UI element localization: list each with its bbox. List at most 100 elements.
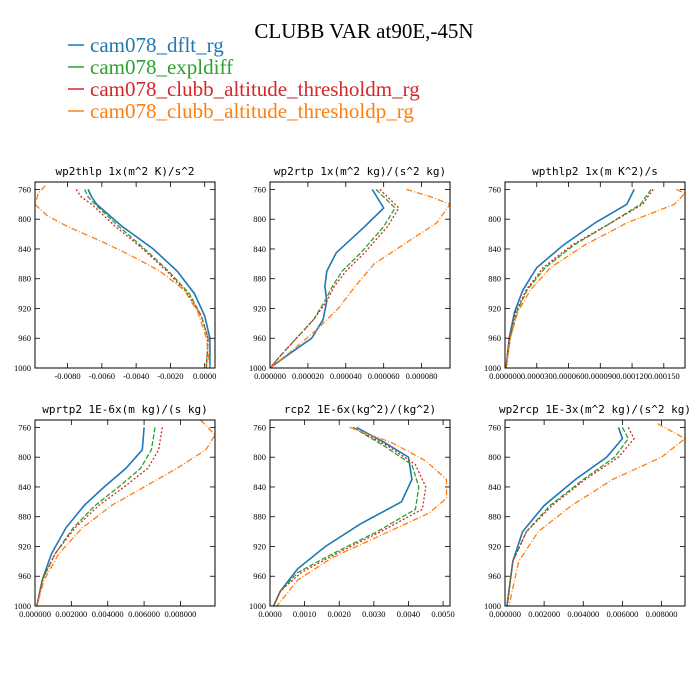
series-line-2 <box>272 426 420 606</box>
y-tick-label: 1000 <box>14 601 31 611</box>
x-tick-label: 0.008000 <box>165 609 197 619</box>
x-tick-label: 0.0050 <box>431 609 454 619</box>
y-tick-label: 960 <box>488 333 501 343</box>
x-tick-label: 0.000060 <box>368 371 400 381</box>
y-tick-label: 1000 <box>484 363 501 373</box>
legend: cam078_dflt_rgcam078_expldiffcam078_club… <box>68 33 420 123</box>
y-tick-label: 800 <box>488 214 501 224</box>
x-tick-label: 0.0000 <box>193 371 216 381</box>
y-tick-label: 760 <box>253 422 266 432</box>
series-line-3 <box>505 189 654 368</box>
series-line-4 <box>276 426 448 606</box>
y-tick-label: 880 <box>253 512 266 522</box>
x-tick-label: 0.000120 <box>616 371 648 381</box>
y-tick-label: 840 <box>488 482 501 492</box>
y-tick-label: 1000 <box>249 363 266 373</box>
x-tick-label: 0.006000 <box>606 609 638 619</box>
x-tick-label: 0.000150 <box>648 371 680 381</box>
y-tick-label: 920 <box>253 541 266 551</box>
figure-title: CLUBB VAR at90E,-45N <box>254 19 473 43</box>
y-tick-label: 840 <box>253 244 266 254</box>
y-tick-label: 760 <box>18 184 31 194</box>
x-tick-label: 0.0020 <box>328 609 351 619</box>
x-tick-label: 0.000000 <box>489 371 521 381</box>
x-tick-label: 0.002000 <box>528 609 560 619</box>
series-line-1 <box>36 427 145 606</box>
series-line-4 <box>508 423 685 606</box>
plot-frame <box>269 419 451 607</box>
x-tick-label: 0.004000 <box>92 609 124 619</box>
y-tick-label: 960 <box>488 571 501 581</box>
y-tick-label: 800 <box>253 452 266 462</box>
panel-title: wpthlp2 1x(m K^2)/s <box>532 165 658 178</box>
series-line-3 <box>75 189 209 368</box>
plot-frame <box>34 419 216 607</box>
legend-label-3: cam078_clubb_altitude_thresholdm_rg <box>90 77 420 101</box>
series-line-2 <box>36 427 156 606</box>
panel-6: wp2rcp 1E-3x(m^2 kg)/(s^2 kg) 760 800 840 88… <box>484 403 691 619</box>
y-tick-label: 800 <box>18 452 31 462</box>
y-tick-label: 880 <box>488 512 501 522</box>
x-tick-label: -0.0080 <box>54 371 80 381</box>
x-tick-label: -0.0020 <box>157 371 183 381</box>
plot-frame <box>504 181 686 369</box>
series-line-2 <box>84 189 209 368</box>
y-tick-label: 760 <box>253 184 266 194</box>
plot-frame <box>34 181 216 369</box>
y-tick-label: 840 <box>253 482 266 492</box>
y-tick-label: 960 <box>253 333 266 343</box>
legend-label-1: cam078_dflt_rg <box>90 33 224 57</box>
panel-title: wp2rtp 1x(m^2 kg)/(s^2 kg) <box>274 165 446 178</box>
series-line-1 <box>270 188 385 368</box>
y-tick-label: 800 <box>488 452 501 462</box>
series-line-1 <box>87 189 211 368</box>
x-tick-label: 0.000080 <box>406 371 438 381</box>
panel-title: wp2thlp 1x(m^2 K)/s^2 <box>55 165 194 178</box>
series-line-1 <box>505 189 635 368</box>
x-tick-label: 0.0040 <box>397 609 420 619</box>
x-tick-label: 0.000090 <box>584 371 616 381</box>
series-line-3 <box>270 188 400 368</box>
y-tick-label: 920 <box>253 303 266 313</box>
y-tick-label: 880 <box>253 274 266 284</box>
series-line-1 <box>506 427 624 606</box>
y-tick-label: 760 <box>488 422 501 432</box>
y-tick-label: 920 <box>18 541 31 551</box>
x-tick-label: -0.0040 <box>123 371 149 381</box>
x-tick-label: -0.0060 <box>89 371 115 381</box>
series-line-4 <box>36 420 215 606</box>
panel-title: rcp2 1E-6x(kg^2)/(kg^2) <box>284 403 436 416</box>
x-tick-label: 0.000040 <box>330 371 362 381</box>
x-tick-label: 0.0010 <box>293 609 316 619</box>
series-line-4 <box>35 185 211 368</box>
series-line-1 <box>272 426 413 606</box>
series-line-4 <box>270 188 450 368</box>
series-line-4 <box>505 188 685 368</box>
panel-4: wprtp2 1E-6x(m kg)/(s kg) 760 800 840 880 920… <box>14 403 216 619</box>
x-tick-label: 0.000000 <box>254 371 286 381</box>
panel-3: wpthlp2 1x(m K^2)/s 760 800 840 880 920 960 100… <box>484 165 686 381</box>
y-tick-label: 840 <box>488 244 501 254</box>
y-tick-label: 880 <box>18 274 31 284</box>
x-tick-label: 0.002000 <box>55 609 87 619</box>
series-line-2 <box>505 189 652 368</box>
x-tick-label: 0.000030 <box>521 371 553 381</box>
x-tick-label: 0.000000 <box>489 609 521 619</box>
y-tick-label: 760 <box>488 184 501 194</box>
panel-title: wprtp2 1E-6x(m kg)/(s kg) <box>42 403 208 416</box>
y-tick-label: 880 <box>488 274 501 284</box>
panel-5: rcp2 1E-6x(kg^2)/(kg^2) 760 800 840 880 920 96… <box>249 403 455 619</box>
panel-title: wp2rcp 1E-3x(m^2 kg)/(s^2 kg) <box>499 403 691 416</box>
x-tick-label: 0.006000 <box>128 609 160 619</box>
y-tick-label: 880 <box>18 512 31 522</box>
y-tick-label: 840 <box>18 244 31 254</box>
y-tick-label: 920 <box>488 303 501 313</box>
plot-frame <box>269 181 451 369</box>
y-tick-label: 960 <box>18 571 31 581</box>
plot-frame <box>504 419 686 607</box>
y-tick-label: 920 <box>488 541 501 551</box>
series-line-2 <box>506 427 630 606</box>
y-tick-label: 920 <box>18 303 31 313</box>
y-tick-label: 960 <box>253 571 266 581</box>
